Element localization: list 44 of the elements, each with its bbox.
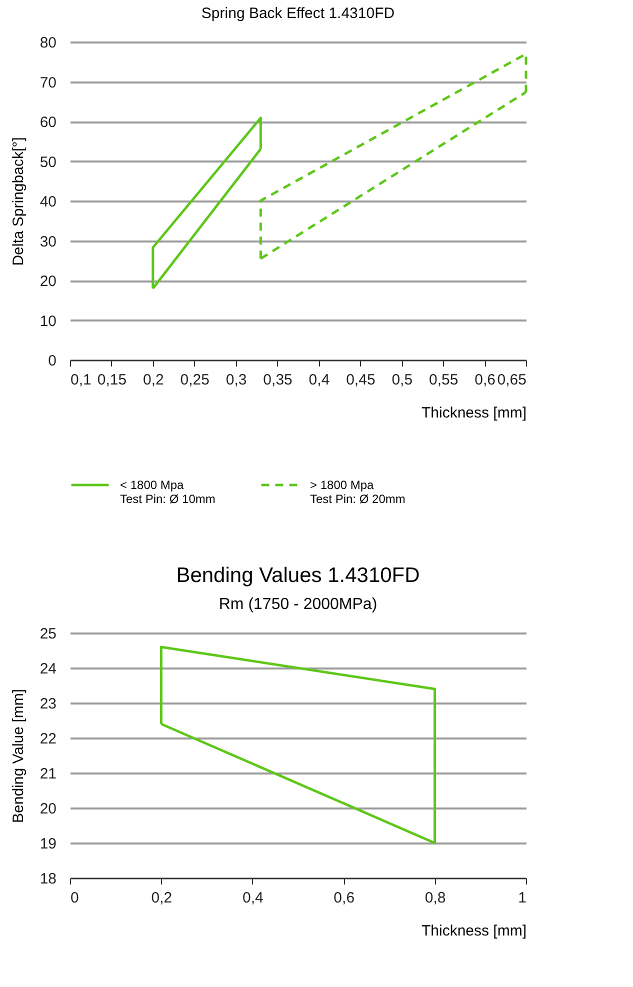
y-tick-label: 50 (40, 154, 56, 171)
x-tick-label: 0,1 (70, 372, 92, 388)
x-tick-label: 0,25 (180, 372, 210, 388)
x-axis-title: Thickness [mm] (421, 404, 526, 422)
y-tick-label: 70 (40, 74, 56, 92)
legend-label: > 1800 Mpa Test Pin: Ø 20mm (310, 478, 406, 506)
x-tick-label: 0,3 (226, 372, 247, 388)
x-tick-label: 0,5 (392, 372, 413, 388)
x-tick-label: 0,6 (474, 372, 496, 388)
x-tick-label: 0,2 (151, 890, 172, 906)
y-tick-label: 24 (40, 660, 56, 678)
x-tick-label: 0,55 (428, 372, 458, 388)
x-tick-label: 1 (518, 890, 526, 906)
y-tick-label: 19 (40, 836, 56, 852)
x-tick-label: 0,6 (334, 890, 355, 906)
y-tick-label: 18 (40, 870, 56, 888)
x-tick-label: 0,45 (346, 372, 376, 388)
x-tick-label: 0 (70, 890, 79, 906)
y-tick-label: 80 (40, 34, 56, 52)
chart-title: Bending Values 1.4310FD (176, 564, 420, 587)
y-axis-title: Delta Springback[°] (10, 137, 27, 266)
x-tick-label: 0,35 (263, 372, 292, 388)
x-tick-label: 0,8 (424, 890, 446, 906)
y-tick-label: 21 (40, 766, 56, 782)
y-tick-label: 22 (40, 730, 56, 748)
x-tick-label: 0,15 (97, 372, 127, 388)
y-axis-title: Bending Value [mm] (10, 689, 27, 823)
y-tick-label: 20 (40, 800, 56, 818)
y-tick-label: 25 (40, 626, 56, 642)
y-tick-label: 40 (40, 194, 56, 210)
y-tick-label: 0 (48, 352, 56, 370)
y-tick-label: 20 (40, 273, 56, 290)
y-tick-label: 30 (40, 233, 56, 250)
y-tick-label: 23 (40, 696, 56, 712)
x-axis-title: Thickness [mm] (421, 922, 526, 940)
y-tick-label: 10 (40, 312, 56, 330)
chart-subtitle: Rm (1750 - 2000MPa) (218, 596, 378, 613)
x-tick-label: 0,4 (308, 372, 330, 388)
x-tick-label: 0,65 (497, 372, 526, 388)
x-tick-label: 0,2 (142, 372, 164, 388)
legend-label: < 1800 Mpa Test Pin: Ø 10mm (120, 478, 216, 506)
chart-title: Spring Back Effect 1.4310FD (201, 5, 395, 22)
y-tick-label: 60 (40, 114, 56, 131)
x-tick-label: 0,4 (242, 890, 264, 906)
